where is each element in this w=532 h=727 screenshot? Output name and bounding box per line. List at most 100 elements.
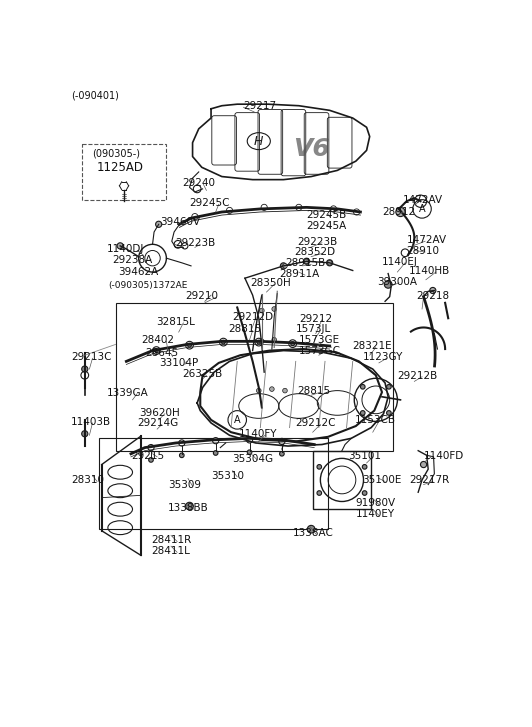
Text: 28915B: 28915B [286,258,326,268]
Circle shape [280,262,287,269]
Circle shape [282,388,287,393]
Circle shape [154,349,159,353]
Text: 28815: 28815 [297,386,330,396]
Text: (-090401): (-090401) [71,90,119,100]
Circle shape [257,340,261,344]
Circle shape [272,307,277,311]
Text: 29218: 29218 [417,291,450,300]
Circle shape [179,453,184,457]
Text: 29214G: 29214G [137,418,178,428]
Text: 28411R: 28411R [151,535,191,545]
Text: 1339GA: 1339GA [106,387,148,398]
Text: 39300A: 39300A [377,277,418,286]
Text: 35101: 35101 [348,451,381,461]
Circle shape [280,451,284,456]
Circle shape [361,411,365,415]
Text: 28321E: 28321E [353,342,393,351]
Circle shape [317,465,321,469]
Circle shape [227,207,232,214]
Text: 29217R: 29217R [410,475,450,486]
Text: 29212: 29212 [299,313,332,324]
Text: 35309: 35309 [168,480,201,490]
Text: 29217: 29217 [243,101,277,111]
Circle shape [153,347,160,355]
Circle shape [221,340,225,344]
Text: 29213C: 29213C [71,352,111,362]
Text: 1472AV: 1472AV [406,235,447,245]
Circle shape [261,204,267,210]
Text: 39620H: 39620H [139,408,180,417]
Text: 28310: 28310 [71,475,104,486]
Text: 28352D: 28352D [294,247,335,257]
Circle shape [256,388,261,393]
Circle shape [192,214,198,220]
Circle shape [213,438,219,443]
Circle shape [317,491,321,495]
Circle shape [327,260,332,265]
Text: 29238A: 29238A [112,255,153,265]
Text: 1573GC: 1573GC [299,346,341,356]
Circle shape [186,342,193,349]
Circle shape [179,440,185,446]
Text: 28912: 28912 [382,206,415,217]
Text: 28411L: 28411L [151,546,190,556]
Text: 1140EY: 1140EY [356,509,395,519]
Text: 1338BB: 1338BB [168,503,209,513]
Circle shape [362,491,367,495]
Text: 28815: 28815 [228,324,261,334]
Circle shape [420,462,427,467]
Circle shape [304,259,309,264]
Circle shape [282,264,287,268]
Text: 28402: 28402 [141,335,174,345]
Circle shape [387,385,391,389]
Text: 29210: 29210 [185,292,218,301]
Text: 1573GE: 1573GE [299,335,340,345]
Text: 33104P: 33104P [159,358,198,369]
Bar [115,303,393,451]
Text: 35310: 35310 [211,470,244,481]
Circle shape [255,338,263,346]
Text: 1123GY: 1123GY [363,352,403,362]
Text: 29223B: 29223B [176,238,216,248]
Text: 1140HB: 1140HB [409,266,450,276]
Circle shape [272,337,277,342]
Circle shape [260,308,264,313]
Text: 29215: 29215 [131,451,164,461]
Circle shape [270,387,274,391]
Text: 1140FD: 1140FD [423,451,464,461]
Text: 35304G: 35304G [232,454,273,464]
Text: (090305-): (090305-) [93,149,140,158]
Text: (-090305)1372AE: (-090305)1372AE [108,281,187,290]
Text: 32815L: 32815L [156,317,195,326]
Circle shape [396,207,405,217]
Text: 29240: 29240 [182,178,215,188]
Circle shape [384,281,392,288]
Circle shape [327,260,332,266]
Text: 1472AV: 1472AV [403,195,443,205]
Circle shape [260,339,264,344]
Circle shape [155,221,162,228]
Circle shape [387,411,391,415]
Text: 29223B: 29223B [297,236,337,246]
Circle shape [213,451,218,455]
Text: 1573JL: 1573JL [296,324,331,334]
Text: 1140FY: 1140FY [239,429,277,439]
Text: 1140DJ: 1140DJ [106,244,144,254]
Circle shape [430,287,436,294]
Text: 28350H: 28350H [251,278,291,288]
Text: H: H [254,134,263,148]
Text: 1153CB: 1153CB [355,415,396,425]
Circle shape [296,204,302,210]
Circle shape [148,444,154,451]
Circle shape [148,457,153,462]
Bar [313,451,371,509]
Circle shape [330,206,337,212]
Text: 11403B: 11403B [71,417,111,427]
Text: A: A [234,415,240,425]
Text: 26325B: 26325B [182,369,222,379]
Text: 1140EJ: 1140EJ [382,257,418,267]
Circle shape [82,430,88,437]
Circle shape [353,209,360,215]
Text: A: A [419,204,426,214]
Circle shape [220,338,227,346]
